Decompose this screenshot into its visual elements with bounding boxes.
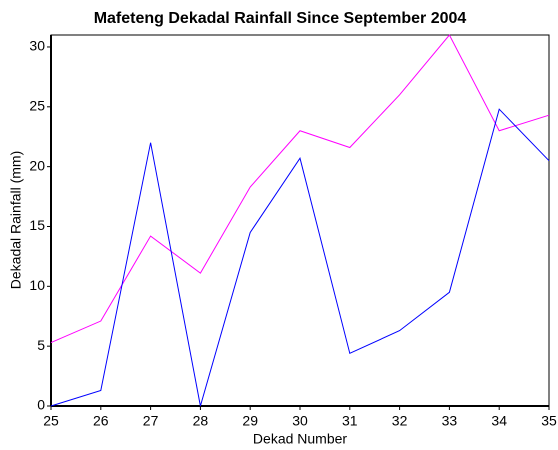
y-tick-label: 20 — [29, 157, 45, 173]
x-tick-label: 30 — [292, 413, 308, 429]
x-tick-label: 25 — [43, 413, 59, 429]
x-tick-label: 26 — [93, 413, 109, 429]
chart-title: Mafeteng Dekadal Rainfall Since Septembe… — [94, 10, 467, 27]
y-tick-label: 0 — [37, 397, 45, 413]
x-axis-label: Dekad Number — [253, 431, 347, 447]
x-tick-label: 32 — [392, 413, 408, 429]
x-tick-label: 31 — [342, 413, 358, 429]
x-tick-label: 29 — [242, 413, 258, 429]
y-tick-label: 30 — [29, 38, 45, 54]
x-tick-label: 28 — [193, 413, 209, 429]
y-tick-label: 15 — [29, 217, 45, 233]
plot-frame — [50, 34, 550, 407]
y-tick-label: 5 — [37, 337, 45, 353]
data-line — [50, 34, 550, 344]
y-tick-label: 25 — [29, 98, 45, 114]
x-tick-label: 35 — [541, 413, 557, 429]
data-line — [50, 108, 550, 407]
y-tick-label: 10 — [29, 277, 45, 293]
x-tick-label: 27 — [143, 413, 159, 429]
x-tick-label: 34 — [491, 413, 507, 429]
x-tick-label: 33 — [442, 413, 458, 429]
y-axis-label: Dekadal Rainfall (mm) — [8, 151, 24, 289]
